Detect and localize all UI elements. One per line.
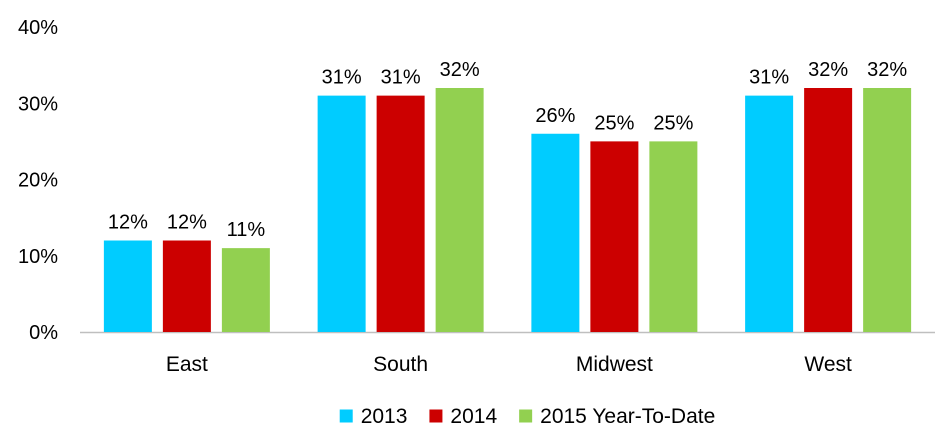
bar-2015-year-to-date-west: [863, 88, 912, 332]
bar-2013-midwest: [531, 133, 580, 332]
bar-2015-year-to-date-south: [435, 88, 484, 332]
bar-2014-east: [162, 240, 211, 332]
legend-swatch: [339, 409, 353, 423]
bar-2013-east: [103, 240, 152, 332]
data-label: 25%: [653, 112, 693, 134]
data-label: 25%: [594, 112, 634, 134]
data-label: 32%: [867, 59, 907, 81]
data-label: 12%: [167, 212, 207, 234]
y-tick-label: 10%: [18, 246, 58, 268]
y-tick-label: 40%: [18, 17, 58, 39]
bar-2014-west: [804, 88, 853, 332]
legend-swatch: [429, 409, 443, 423]
legend-label: 2014: [450, 405, 497, 428]
bar-2015-year-to-date-midwest: [649, 141, 698, 332]
bar-2014-south: [376, 95, 425, 332]
data-label: 12%: [108, 212, 148, 234]
data-label: 11%: [227, 219, 266, 241]
data-label: 31%: [381, 67, 421, 89]
y-tick-label: 20%: [18, 170, 58, 192]
data-label: 32%: [440, 59, 480, 81]
data-label: 26%: [535, 105, 575, 127]
category-label-south: South: [373, 353, 428, 376]
y-tick-label: 0%: [29, 322, 58, 344]
bar-2013-south: [317, 95, 366, 332]
data-label: 31%: [749, 67, 789, 89]
bar-2014-midwest: [590, 141, 639, 332]
category-label-east: East: [166, 353, 208, 376]
data-label: 31%: [322, 67, 362, 89]
category-label-west: West: [804, 353, 852, 376]
legend-swatch: [519, 409, 533, 423]
legend-label: 2013: [361, 405, 408, 428]
category-label-midwest: Midwest: [576, 353, 653, 376]
bar-2015-year-to-date-east: [221, 248, 270, 332]
y-tick-label: 30%: [18, 93, 58, 115]
bar-2013-west: [745, 95, 794, 332]
legend-label: 2015 Year-To-Date: [540, 405, 715, 428]
data-label: 32%: [808, 59, 848, 81]
